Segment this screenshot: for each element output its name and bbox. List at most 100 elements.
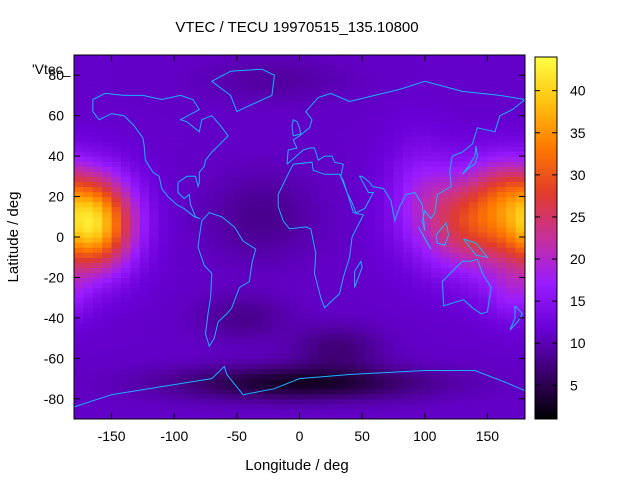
- heatmap-cell: [214, 302, 225, 309]
- heatmap-cell: [478, 267, 489, 273]
- heatmap-cell: [196, 166, 207, 172]
- heatmap-cell: [393, 140, 404, 147]
- heatmap-cell: [120, 146, 131, 152]
- heatmap-cell: [299, 186, 310, 193]
- heatmap-cell: [92, 95, 103, 102]
- heatmap-cell: [111, 338, 122, 344]
- heatmap-cell: [83, 221, 94, 228]
- heatmap-cell: [412, 282, 423, 289]
- heatmap-cell: [214, 226, 225, 233]
- heatmap-cell: [196, 282, 207, 289]
- heatmap-cell: [327, 156, 338, 162]
- heatmap-cell: [449, 383, 460, 390]
- heatmap-cell: [120, 403, 131, 410]
- heatmap-cell: [468, 242, 479, 248]
- heatmap-cell: [496, 247, 507, 253]
- heatmap-cell: [327, 317, 338, 324]
- heatmap-cell: [261, 363, 272, 370]
- heatmap-cell: [421, 237, 432, 243]
- heatmap-cell: [224, 206, 235, 213]
- heatmap-cell: [280, 348, 291, 354]
- heatmap-cell: [177, 277, 188, 284]
- heatmap-cell: [130, 156, 141, 162]
- heatmap-cell: [308, 363, 319, 370]
- heatmap-cell: [120, 95, 131, 102]
- heatmap-cell: [139, 317, 150, 324]
- heatmap-cell: [346, 292, 357, 299]
- heatmap-cell: [412, 297, 423, 304]
- heatmap-cell: [318, 348, 329, 354]
- heatmap-cell: [233, 237, 244, 243]
- heatmap-cell: [496, 100, 507, 107]
- heatmap-cell: [459, 393, 470, 400]
- heatmap-cell: [102, 95, 113, 102]
- heatmap-cell: [186, 85, 197, 91]
- heatmap-cell: [139, 373, 150, 380]
- heatmap-cell: [149, 262, 160, 268]
- heatmap-cell: [374, 363, 385, 370]
- heatmap-cell: [384, 171, 395, 177]
- heatmap-cell: [374, 65, 385, 71]
- heatmap-cell: [402, 388, 413, 395]
- heatmap-cell: [365, 257, 376, 263]
- heatmap-cell: [243, 65, 254, 71]
- heatmap-cell: [449, 272, 460, 279]
- heatmap-cell: [205, 196, 216, 203]
- heatmap-cell: [252, 201, 263, 208]
- heatmap-cell: [515, 226, 525, 233]
- heatmap-cell: [308, 413, 319, 419]
- heatmap-cell: [261, 413, 272, 419]
- heatmap-cell: [355, 120, 366, 127]
- heatmap-cell: [393, 267, 404, 273]
- heatmap-cell: [506, 328, 517, 334]
- heatmap-cell: [440, 120, 451, 127]
- heatmap-cell: [487, 343, 498, 349]
- heatmap-cell: [440, 90, 451, 97]
- heatmap-cell: [421, 343, 432, 349]
- heatmap-cell: [346, 216, 357, 223]
- heatmap-cell: [74, 206, 84, 213]
- heatmap-cell: [412, 85, 423, 91]
- heatmap-cell: [384, 95, 395, 102]
- heatmap-cell: [252, 297, 263, 304]
- heatmap-cell: [130, 277, 141, 284]
- heatmap-cell: [290, 343, 301, 349]
- heatmap-cell: [224, 408, 235, 415]
- heatmap-cell: [120, 322, 131, 329]
- heatmap-cell: [459, 358, 470, 364]
- heatmap-cell: [431, 161, 442, 167]
- heatmap-cell: [402, 287, 413, 294]
- heatmap-cell: [205, 413, 216, 419]
- heatmap-cell: [149, 338, 160, 344]
- heatmap-cell: [402, 120, 413, 127]
- heatmap-cell: [393, 161, 404, 167]
- heatmap-cell: [83, 110, 94, 117]
- heatmap-cell: [402, 166, 413, 172]
- heatmap-cell: [158, 247, 169, 253]
- heatmap-cell: [412, 348, 423, 354]
- heatmap-cell: [139, 201, 150, 208]
- heatmap-cell: [459, 368, 470, 375]
- heatmap-cell: [102, 120, 113, 127]
- heatmap-cell: [149, 403, 160, 410]
- heatmap-cell: [130, 135, 141, 142]
- heatmap-cell: [120, 80, 131, 86]
- heatmap-cell: [102, 105, 113, 112]
- heatmap-cell: [177, 247, 188, 253]
- heatmap-cell: [355, 317, 366, 324]
- heatmap-cell: [74, 60, 84, 66]
- heatmap-cell: [290, 176, 301, 182]
- heatmap-cell: [318, 328, 329, 334]
- heatmap-cell: [177, 125, 188, 132]
- heatmap-cell: [74, 166, 84, 172]
- heatmap-cell: [290, 413, 301, 419]
- heatmap-cell: [365, 95, 376, 102]
- heatmap-cell: [431, 135, 442, 142]
- heatmap-cell: [515, 55, 525, 61]
- heatmap-cell: [327, 368, 338, 375]
- heatmap-cell: [337, 343, 348, 349]
- heatmap-cell: [149, 216, 160, 223]
- heatmap-cell: [102, 161, 113, 167]
- heatmap-cell: [384, 55, 395, 61]
- heatmap-cell: [233, 216, 244, 223]
